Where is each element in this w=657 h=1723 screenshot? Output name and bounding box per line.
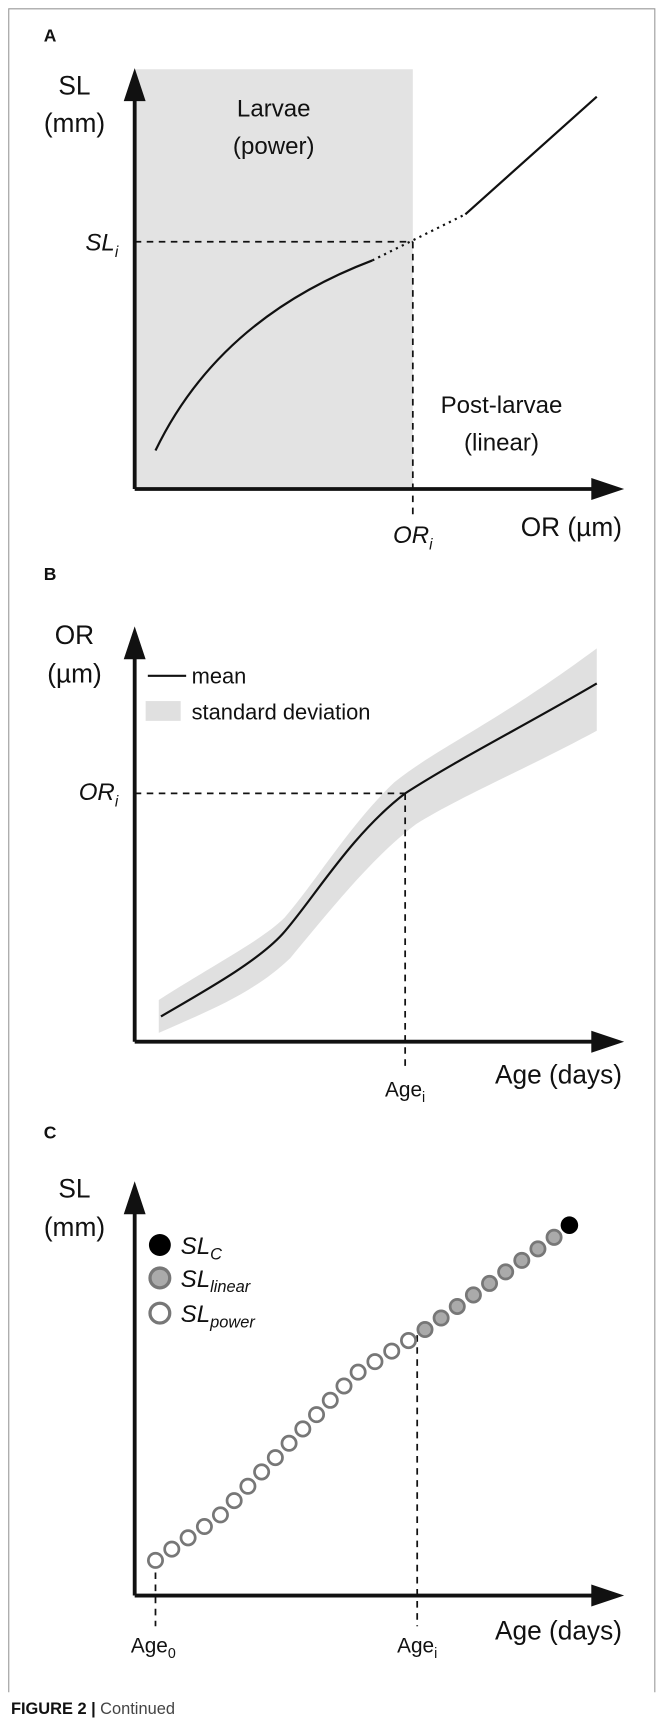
linear-dot (432, 1309, 450, 1327)
power-dot (211, 1506, 229, 1524)
legend-label: SLlinear (181, 1266, 252, 1297)
mean-line (160, 682, 598, 1018)
y-axis-label: (mm) (44, 1212, 105, 1242)
junction (371, 213, 466, 262)
axes (132, 90, 603, 491)
region-label: Larvae (237, 95, 311, 122)
linear-dot (448, 1297, 466, 1315)
legend-swatch (145, 701, 181, 721)
y-marker: ORi (79, 779, 119, 811)
power-dot (366, 1353, 384, 1371)
marker-base: Age (385, 1079, 422, 1102)
power-dot (195, 1518, 213, 1536)
legend-label: SLC (181, 1233, 222, 1264)
y-marker: SLi (85, 230, 118, 262)
power-dot (383, 1342, 401, 1360)
caption-label: FIGURE 2 | (11, 1700, 96, 1718)
y-axis-label: (mm) (44, 108, 105, 138)
linear-dot (416, 1321, 434, 1339)
legend-sub: C (210, 1245, 222, 1263)
legend-base: SL (181, 1301, 210, 1328)
marker-sub: i (115, 794, 119, 811)
x-marker: Age0 (131, 1635, 176, 1663)
x-axis-label: OR (µm) (521, 512, 622, 542)
legend-dot (148, 1234, 171, 1256)
power-dot (280, 1434, 298, 1452)
y-axis-label: SL (58, 1174, 90, 1204)
x-axis-label: Age (days) (495, 1059, 622, 1089)
axes (132, 648, 603, 1044)
marker-sub: i (429, 536, 433, 553)
marker-sub: i (115, 244, 119, 261)
final-dot (560, 1216, 579, 1235)
linear-dot (529, 1240, 547, 1258)
legend-base: SL (181, 1233, 210, 1260)
power-dot (321, 1391, 339, 1409)
caption: FIGURE 2 | Continued (11, 1700, 175, 1718)
panel-label: A (44, 26, 57, 46)
region-label: Post-larvae (441, 392, 563, 419)
linear-dot (545, 1228, 563, 1246)
marker-base: OR (79, 779, 115, 806)
x-marker: ORi (393, 522, 433, 554)
y-axis-label: OR (55, 620, 94, 650)
legend-dot (148, 1301, 172, 1325)
marker-sub: i (422, 1090, 425, 1106)
marker-base: Age (397, 1635, 434, 1658)
power-dot (308, 1406, 326, 1424)
marker-sub: 0 (168, 1646, 176, 1662)
panel-label: B (44, 564, 57, 584)
power-dot (239, 1477, 257, 1495)
power-dot (335, 1377, 353, 1395)
power-dot (163, 1540, 181, 1558)
legend-sub: power (209, 1313, 256, 1331)
power-dot (266, 1449, 284, 1467)
y-axis-label: (µm) (47, 658, 102, 688)
region-label: (linear) (464, 429, 539, 456)
legend-label: standard deviation (192, 700, 371, 725)
y-axis-label: SL (58, 70, 90, 100)
power-dot (225, 1492, 243, 1510)
x-marker: Agei (385, 1079, 425, 1107)
legend-dot (148, 1266, 172, 1290)
power-dot (147, 1551, 164, 1569)
region-label: (power) (233, 133, 315, 160)
x-axis-label: Age (days) (495, 1615, 622, 1645)
guide-line (134, 792, 407, 1072)
power-curve (154, 259, 373, 452)
power-dot (400, 1332, 418, 1350)
panel-label: C (44, 1122, 57, 1142)
caption-text: Continued (100, 1700, 175, 1718)
power-dot (253, 1463, 271, 1481)
marker-base: SL (85, 230, 114, 257)
power-dot (294, 1420, 312, 1438)
linear-dot (497, 1263, 515, 1281)
x-marker: Agei (397, 1635, 437, 1663)
guide-line (134, 240, 414, 517)
frame (8, 8, 656, 1693)
legend-sub: linear (210, 1278, 252, 1296)
marker-sub: i (434, 1646, 437, 1662)
marker-base: Age (131, 1635, 168, 1658)
power-dot (179, 1529, 197, 1547)
legend-label: mean (192, 663, 247, 688)
dots (147, 1228, 563, 1569)
axes (132, 1203, 603, 1598)
power-dot (349, 1363, 367, 1381)
linear-dot (513, 1251, 531, 1269)
linear-line (464, 95, 598, 216)
legend-base: SL (181, 1266, 210, 1293)
marker-base: OR (393, 522, 429, 549)
legend-label: SLpower (181, 1301, 257, 1332)
larvae-region (134, 69, 413, 489)
linear-dot (464, 1286, 482, 1304)
guide-line (154, 1335, 419, 1627)
linear-dot (481, 1274, 499, 1292)
